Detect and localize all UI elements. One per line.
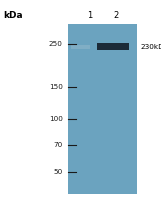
Text: 150: 150 (49, 84, 63, 90)
Text: 250: 250 (49, 41, 63, 47)
Bar (97, 43, 129, 50)
Text: 1: 1 (88, 11, 93, 20)
Text: 100: 100 (49, 116, 63, 122)
Text: 50: 50 (54, 169, 63, 175)
Bar (68, 24, 137, 194)
Text: 70: 70 (54, 142, 63, 148)
Text: kDa: kDa (3, 11, 23, 20)
Bar (71, 45, 90, 49)
Text: 230kDa: 230kDa (140, 44, 161, 50)
Text: 2: 2 (113, 11, 118, 20)
